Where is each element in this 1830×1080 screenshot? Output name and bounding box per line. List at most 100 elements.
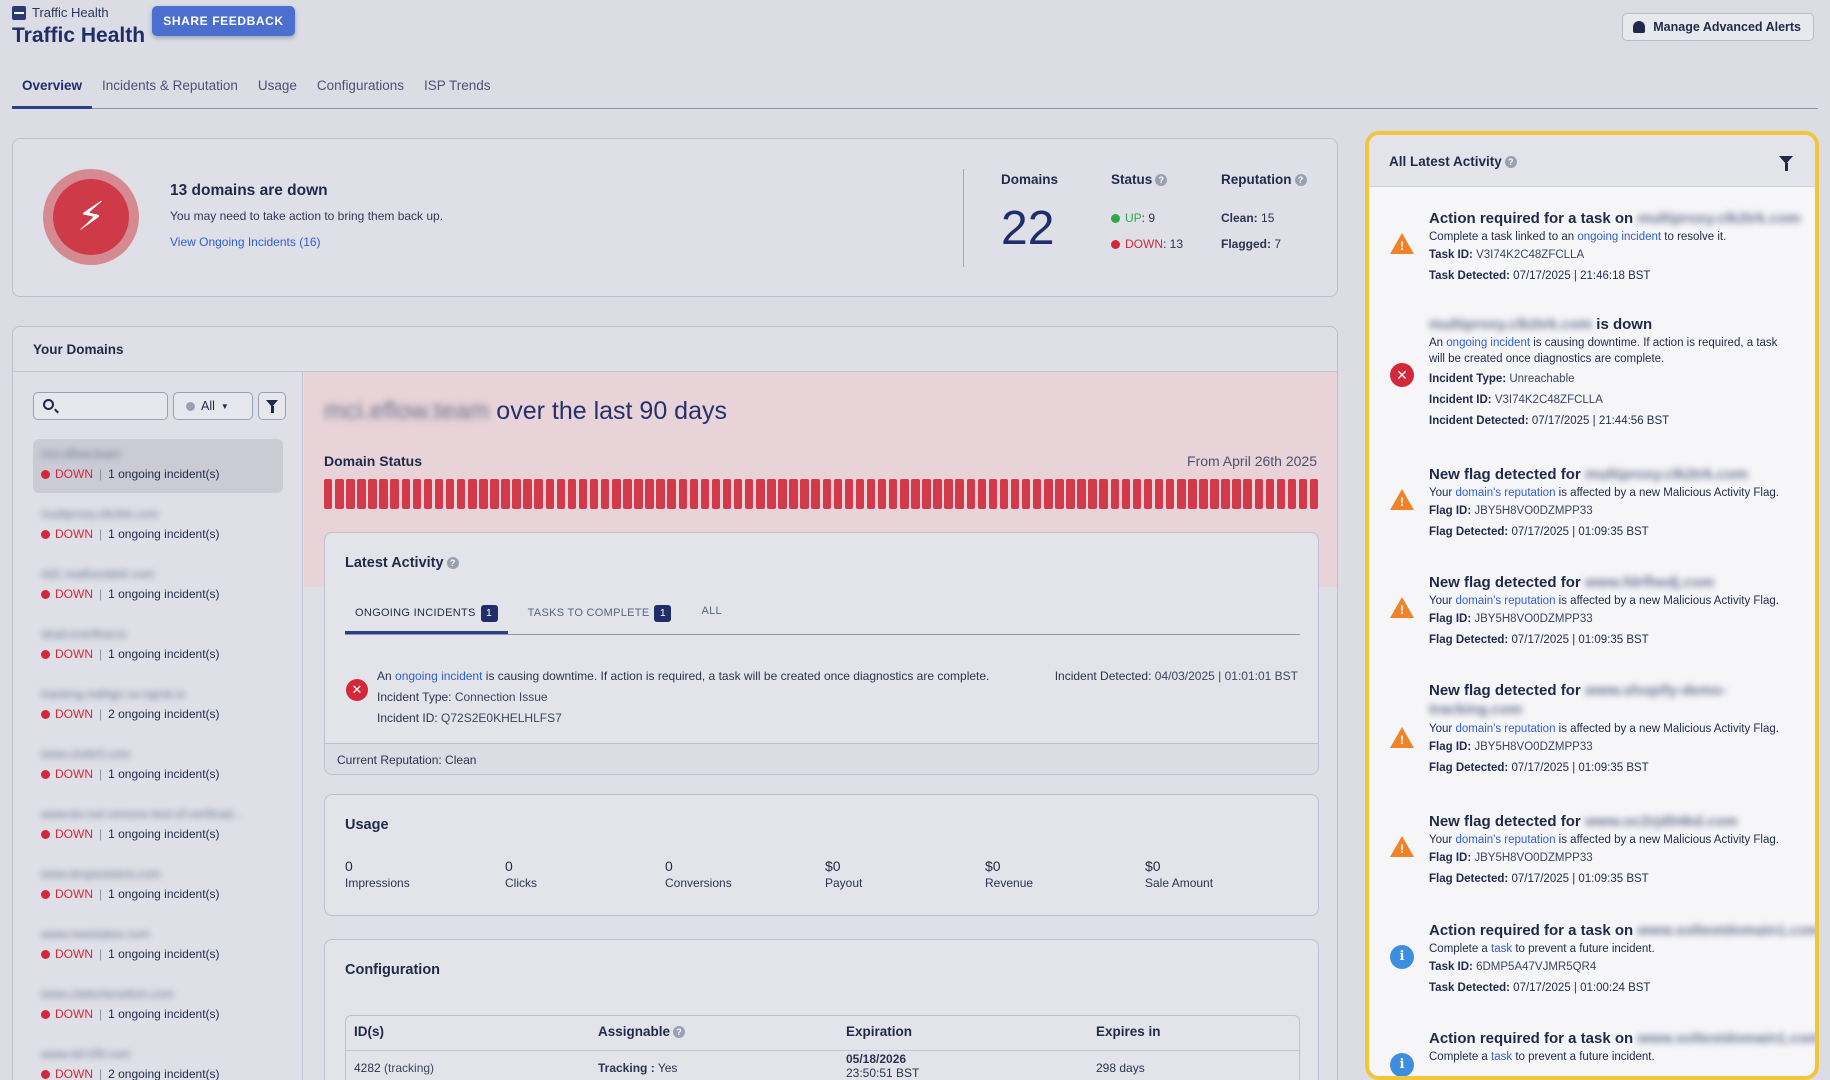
tab-tasks-to-complete[interactable]: TASKS TO COMPLETE 1 bbox=[518, 595, 682, 634]
domain-list-item[interactable]: tracking.mdrtgn.us.ngrok.io DOWN | 2 ongoin… bbox=[33, 679, 283, 733]
domain-list-item[interactable]: www.otrr1f9.com DOWN | 2 ongoing incident(s… bbox=[33, 1039, 283, 1080]
status-bar-day[interactable] bbox=[1309, 479, 1319, 509]
status-bar-day[interactable] bbox=[1221, 479, 1230, 509]
status-bar-day[interactable] bbox=[656, 479, 665, 509]
tab-all[interactable]: ALL bbox=[701, 605, 722, 617]
status-bar-day[interactable] bbox=[445, 479, 455, 509]
activity-link[interactable]: domain's reputation bbox=[1455, 834, 1556, 846]
status-bar-day[interactable] bbox=[490, 479, 499, 509]
domain-search-input[interactable] bbox=[33, 392, 168, 420]
help-icon[interactable]: ? bbox=[1504, 156, 1517, 169]
breadcrumb[interactable]: Traffic Health bbox=[12, 5, 109, 20]
status-bar-day[interactable] bbox=[468, 479, 477, 509]
status-bar-day[interactable] bbox=[911, 479, 920, 509]
status-bar-day[interactable] bbox=[966, 479, 976, 509]
status-bar-day[interactable] bbox=[567, 479, 577, 509]
status-bar-day[interactable] bbox=[1077, 479, 1086, 509]
help-icon[interactable]: ? bbox=[673, 1026, 686, 1039]
status-bar-day[interactable] bbox=[767, 479, 776, 509]
status-bar-day[interactable] bbox=[645, 479, 654, 509]
domain-list-item[interactable]: www.clarkchenefom.com DOWN | 1 ongoing inci… bbox=[33, 979, 283, 1033]
status-bar-day[interactable] bbox=[1287, 479, 1297, 509]
status-bar-day[interactable] bbox=[512, 479, 521, 509]
domain-list-item[interactable]: www.do-not-remove-test-of-verificati... D… bbox=[33, 799, 283, 853]
status-bar-day[interactable] bbox=[778, 479, 787, 509]
tab-isp-trends[interactable]: ISP Trends bbox=[423, 78, 491, 93]
status-bar-day[interactable] bbox=[1243, 479, 1252, 509]
view-ongoing-incidents-link[interactable]: View Ongoing Incidents (16) bbox=[170, 235, 321, 249]
status-bar-day[interactable] bbox=[412, 479, 422, 509]
status-bar-day[interactable] bbox=[324, 479, 333, 509]
status-bar-day[interactable] bbox=[722, 479, 732, 509]
status-bar-day[interactable] bbox=[1066, 479, 1075, 509]
domain-list-item[interactable]: www.clcktr3.com DOWN | 1 ongoing incident(s… bbox=[33, 739, 283, 793]
help-icon[interactable]: ? bbox=[1294, 174, 1307, 187]
status-bar-day[interactable] bbox=[434, 479, 444, 509]
status-bar-day[interactable] bbox=[700, 479, 710, 509]
domain-list-item[interactable]: skad.everflow.io DOWN | 1 ongoing incident(… bbox=[33, 619, 283, 673]
status-bar-day[interactable] bbox=[1265, 479, 1275, 509]
activity-link[interactable]: task bbox=[1491, 943, 1513, 955]
status-bar-day[interactable] bbox=[1177, 479, 1186, 509]
status-bar-day[interactable] bbox=[744, 479, 754, 509]
domain-list-item[interactable]: www.dropexistest.com DOWN | 1 ongoing incid… bbox=[33, 859, 283, 913]
activity-link[interactable]: ongoing incident bbox=[1446, 337, 1531, 349]
status-bar-day[interactable] bbox=[877, 479, 887, 509]
status-bar-day[interactable] bbox=[1099, 479, 1108, 509]
status-bar-day[interactable] bbox=[479, 479, 488, 509]
status-bar-day[interactable] bbox=[1276, 479, 1286, 509]
status-bar-day[interactable] bbox=[833, 479, 843, 509]
status-bar-day[interactable] bbox=[1154, 479, 1164, 509]
status-bar-day[interactable] bbox=[756, 479, 765, 509]
domain-list-item[interactable]: mci.eflow.team DOWN | 1 ongoing incident(s) bbox=[33, 439, 283, 493]
status-bar-day[interactable] bbox=[634, 479, 643, 509]
activity-link[interactable]: domain's reputation bbox=[1455, 487, 1556, 499]
status-bar-day[interactable] bbox=[1033, 479, 1042, 509]
status-bar-day[interactable] bbox=[1165, 479, 1175, 509]
help-icon[interactable]: ? bbox=[1155, 174, 1168, 187]
status-bar-day[interactable] bbox=[1021, 479, 1031, 509]
status-bar-day[interactable] bbox=[379, 479, 388, 509]
status-bar-day[interactable] bbox=[1298, 479, 1308, 509]
status-bar-day[interactable] bbox=[1232, 479, 1241, 509]
status-bar-day[interactable] bbox=[456, 479, 466, 509]
activity-link[interactable]: task bbox=[1491, 1051, 1513, 1063]
status-bar-day[interactable] bbox=[346, 479, 355, 509]
status-bar-day[interactable] bbox=[988, 479, 998, 509]
help-icon[interactable]: ? bbox=[446, 557, 459, 570]
status-filter-select[interactable]: All ▼ bbox=[173, 392, 253, 420]
status-bar-day[interactable] bbox=[678, 479, 687, 509]
status-bar-day[interactable] bbox=[1143, 479, 1153, 509]
status-bar-day[interactable] bbox=[933, 479, 942, 509]
filter-button[interactable] bbox=[258, 392, 286, 420]
status-bar-day[interactable] bbox=[1055, 479, 1064, 509]
status-bar-day[interactable] bbox=[855, 479, 865, 509]
status-bar-day[interactable] bbox=[390, 479, 399, 509]
activity-link[interactable]: domain's reputation bbox=[1455, 595, 1556, 607]
share-feedback-button[interactable]: SHARE FEEDBACK bbox=[152, 6, 295, 36]
status-bar-day[interactable] bbox=[800, 479, 809, 509]
status-bar-day[interactable] bbox=[423, 479, 433, 509]
status-bar-day[interactable] bbox=[888, 479, 898, 509]
status-bar-day[interactable] bbox=[600, 479, 610, 509]
status-bar-day[interactable] bbox=[711, 479, 721, 509]
status-bar-day[interactable] bbox=[335, 479, 344, 509]
status-bar-day[interactable] bbox=[1044, 479, 1053, 509]
status-bar-day[interactable] bbox=[1199, 479, 1208, 509]
status-bar-day[interactable] bbox=[733, 479, 743, 509]
manage-advanced-alerts-button[interactable]: Manage Advanced Alerts bbox=[1622, 13, 1814, 41]
tab-configurations[interactable]: Configurations bbox=[316, 78, 404, 93]
tab-overview[interactable]: Overview bbox=[12, 68, 93, 109]
status-bar-day[interactable] bbox=[357, 479, 366, 509]
status-bar-day[interactable] bbox=[1088, 479, 1097, 509]
activity-filter-icon[interactable] bbox=[1779, 156, 1793, 171]
status-bar-day[interactable] bbox=[811, 479, 820, 509]
status-bar-day[interactable] bbox=[944, 479, 953, 509]
status-bar-day[interactable] bbox=[523, 479, 532, 509]
activity-link[interactable]: domain's reputation bbox=[1455, 723, 1556, 735]
status-bar-day[interactable] bbox=[844, 479, 854, 509]
tab-usage[interactable]: Usage bbox=[257, 78, 297, 93]
domain-list-item[interactable]: multiproxy.clk2trk.com DOWN | 1 ongoing inc… bbox=[33, 499, 283, 553]
status-bar-day[interactable] bbox=[900, 479, 909, 509]
status-bar-day[interactable] bbox=[1121, 479, 1131, 509]
